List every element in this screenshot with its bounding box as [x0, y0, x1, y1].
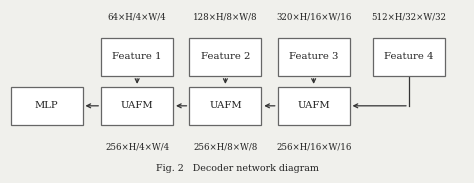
Text: 128×H/8×W/8: 128×H/8×W/8: [193, 12, 258, 21]
FancyBboxPatch shape: [190, 38, 261, 76]
Text: MLP: MLP: [35, 101, 58, 110]
FancyBboxPatch shape: [101, 38, 173, 76]
Text: 256×H/4×W/4: 256×H/4×W/4: [105, 143, 169, 152]
FancyBboxPatch shape: [373, 38, 445, 76]
Text: Feature 3: Feature 3: [289, 52, 338, 61]
Text: UAFM: UAFM: [297, 101, 330, 110]
Text: Feature 4: Feature 4: [384, 52, 434, 61]
FancyBboxPatch shape: [278, 87, 350, 125]
Text: 320×H/16×W/16: 320×H/16×W/16: [276, 12, 351, 21]
Text: Fig. 2   Decoder network diagram: Fig. 2 Decoder network diagram: [155, 164, 319, 173]
FancyBboxPatch shape: [190, 87, 261, 125]
Text: UAFM: UAFM: [209, 101, 242, 110]
FancyBboxPatch shape: [278, 38, 350, 76]
Text: 512×H/32×W/32: 512×H/32×W/32: [371, 12, 447, 21]
Text: 64×H/4×W/4: 64×H/4×W/4: [108, 12, 166, 21]
Text: 256×H/16×W/16: 256×H/16×W/16: [276, 143, 351, 152]
FancyBboxPatch shape: [10, 87, 82, 125]
FancyBboxPatch shape: [101, 87, 173, 125]
Text: UAFM: UAFM: [121, 101, 154, 110]
Text: Feature 1: Feature 1: [112, 52, 162, 61]
Text: 256×H/8×W/8: 256×H/8×W/8: [193, 143, 257, 152]
Text: Feature 2: Feature 2: [201, 52, 250, 61]
